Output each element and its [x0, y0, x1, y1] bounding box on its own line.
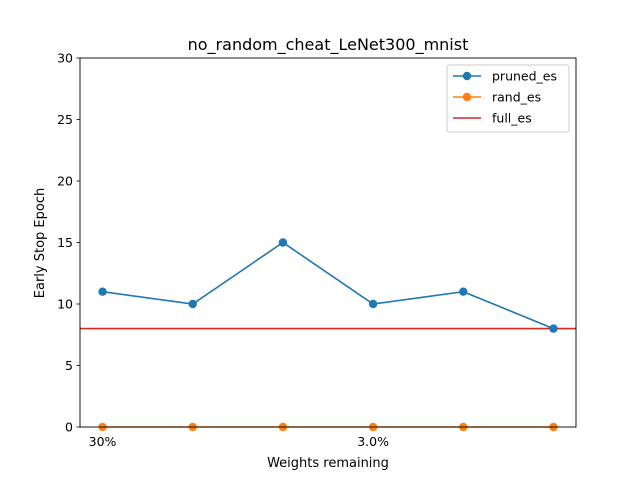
y-tick-label: 5	[65, 358, 73, 373]
legend-frame	[446, 64, 570, 133]
y-tick-label: 30	[57, 51, 73, 66]
y-tick-label: 20	[57, 174, 73, 189]
x-axis-label: Weights remaining	[267, 456, 389, 471]
y-tick-label: 15	[57, 235, 73, 250]
data-point-pruned_es	[549, 324, 558, 333]
chart-title: no_random_cheat_LeNet300_mnist	[188, 35, 469, 55]
y-axis-label: Early Stop Epoch	[33, 188, 48, 298]
legend-marker-pruned_es	[462, 71, 472, 81]
legend-marker-rand_es	[462, 92, 472, 102]
legend-label-full_es: full_es	[492, 111, 532, 126]
y-tick-label: 0	[65, 420, 73, 435]
y-tick-label: 25	[57, 112, 73, 127]
data-point-pruned_es	[188, 299, 197, 309]
data-point-pruned_es	[368, 299, 378, 309]
legend-label-rand_es: rand_es	[492, 90, 541, 105]
x-tick-label: 3.0%	[357, 434, 389, 449]
data-point-pruned_es	[278, 238, 288, 247]
axes-frame	[79, 57, 577, 428]
x-tick-label: 30%	[89, 434, 117, 449]
data-point-pruned_es	[98, 287, 107, 296]
y-tick-label: 10	[57, 297, 73, 312]
data-point-pruned_es	[459, 287, 468, 296]
series-line-pruned_es	[102, 241, 554, 330]
legend-label-pruned_es: pruned_es	[492, 69, 557, 84]
legend: pruned_es rand_es full_es	[446, 64, 570, 133]
plot-area: 0 5 10 15 20 25 30 30% 3.0%	[57, 51, 577, 449]
